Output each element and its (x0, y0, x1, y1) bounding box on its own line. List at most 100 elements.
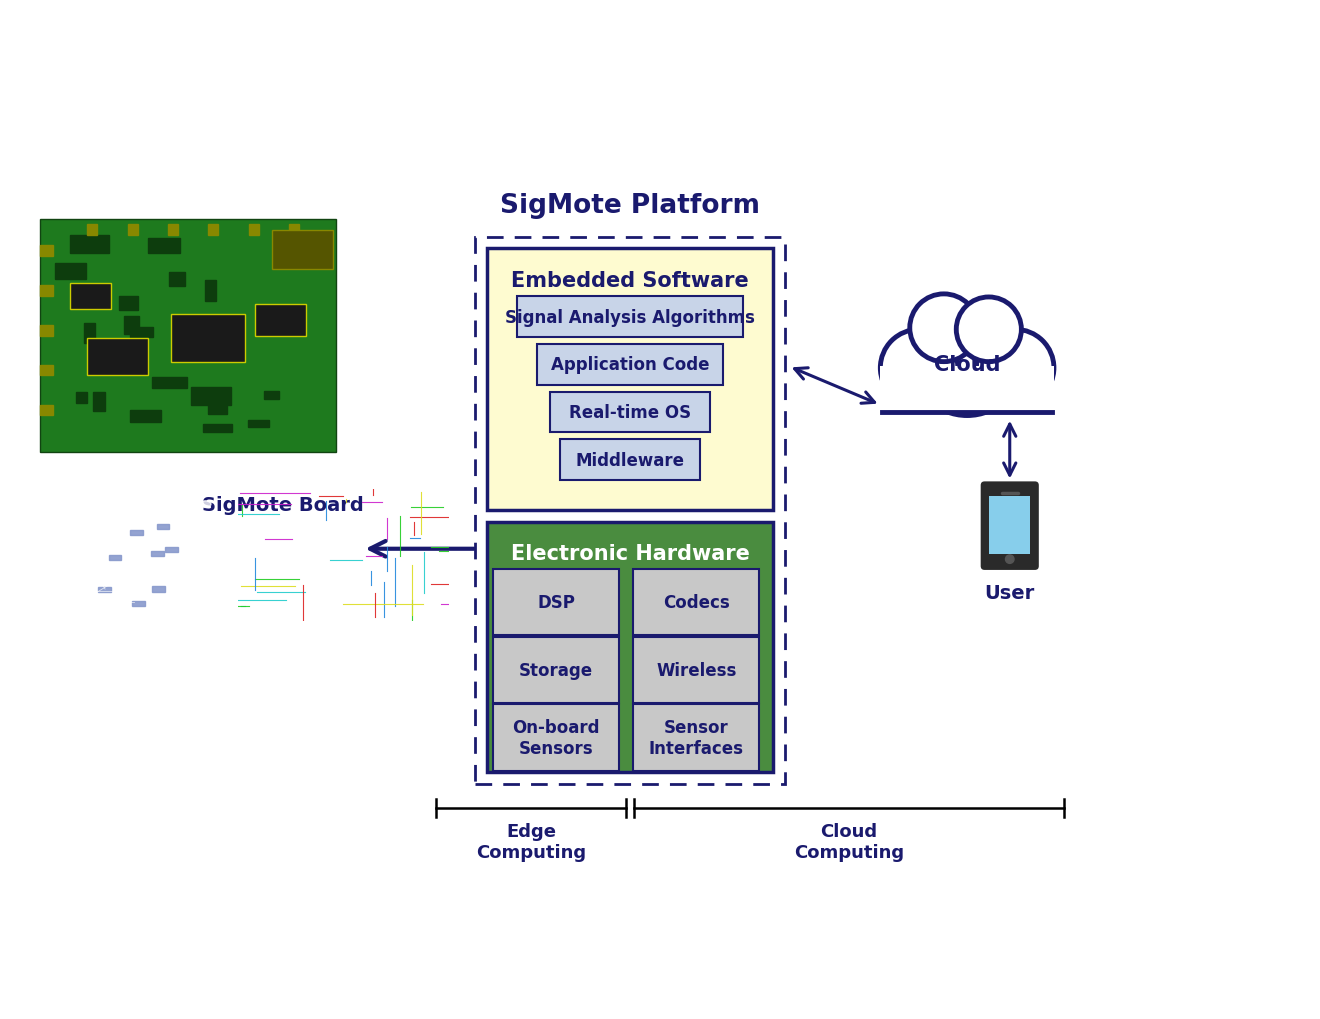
Text: Application Code: Application Code (550, 356, 709, 374)
Bar (40, 366, 54, 376)
Bar (191, 388, 231, 406)
Bar (209, 225, 218, 235)
Circle shape (132, 541, 143, 548)
Bar (172, 315, 246, 363)
Circle shape (880, 330, 958, 407)
Bar (124, 316, 139, 334)
Circle shape (82, 607, 92, 613)
FancyBboxPatch shape (492, 637, 619, 703)
Bar (108, 555, 121, 560)
Bar (165, 547, 177, 552)
Bar (169, 273, 185, 286)
Circle shape (911, 306, 1023, 416)
Bar (131, 531, 143, 536)
Bar (148, 238, 181, 254)
Text: Codecs: Codecs (663, 593, 730, 611)
FancyBboxPatch shape (492, 570, 619, 636)
Bar (70, 235, 110, 254)
Circle shape (977, 330, 1053, 407)
Bar (152, 377, 187, 388)
Bar (75, 393, 87, 404)
Text: Cloud
Computing: Cloud Computing (793, 822, 904, 861)
Circle shape (977, 330, 1053, 407)
Text: DSP: DSP (537, 593, 576, 611)
Text: Cloud: Cloud (933, 355, 1001, 375)
Circle shape (132, 507, 143, 514)
Bar (248, 421, 269, 428)
Bar (168, 225, 178, 235)
Circle shape (880, 330, 958, 407)
Text: Real-time OS: Real-time OS (569, 404, 692, 422)
Bar (40, 406, 54, 416)
Bar (40, 286, 54, 297)
Bar (289, 225, 300, 235)
Text: SigMote Board: SigMote Board (202, 495, 364, 515)
Bar (203, 425, 231, 433)
Text: Storage: Storage (519, 661, 593, 679)
Circle shape (30, 557, 41, 565)
Bar (87, 339, 148, 376)
FancyBboxPatch shape (487, 250, 774, 511)
Circle shape (911, 306, 1023, 416)
Text: Signal Analysis Algorithms: Signal Analysis Algorithms (506, 309, 755, 326)
FancyBboxPatch shape (634, 570, 759, 636)
Circle shape (53, 560, 63, 568)
Bar (40, 326, 54, 336)
Bar (131, 328, 153, 338)
Circle shape (121, 514, 132, 521)
Circle shape (135, 518, 145, 524)
Circle shape (956, 298, 1022, 363)
Bar (73, 237, 106, 247)
FancyBboxPatch shape (634, 637, 759, 703)
Bar (272, 230, 333, 270)
FancyBboxPatch shape (550, 392, 710, 433)
Text: Embedded Software: Embedded Software (511, 271, 748, 290)
Bar (131, 411, 161, 423)
Bar (152, 587, 165, 592)
FancyBboxPatch shape (880, 367, 1053, 413)
Circle shape (1006, 555, 1014, 564)
Bar (98, 588, 111, 593)
Bar (84, 324, 95, 343)
Bar (55, 263, 86, 280)
Circle shape (63, 559, 74, 567)
Circle shape (909, 294, 978, 363)
Bar (87, 225, 98, 235)
FancyBboxPatch shape (487, 523, 774, 772)
Circle shape (108, 592, 119, 598)
Bar (128, 225, 137, 235)
Text: Edge
Computing: Edge Computing (477, 822, 586, 861)
Bar (132, 601, 145, 606)
FancyBboxPatch shape (634, 704, 759, 770)
Bar (264, 392, 280, 400)
Circle shape (42, 517, 53, 523)
Bar (157, 525, 169, 530)
Text: SigMote Platform: SigMote Platform (500, 193, 760, 218)
Bar (150, 551, 164, 556)
Circle shape (201, 501, 211, 507)
Text: Wireless: Wireless (656, 661, 737, 679)
Bar (205, 281, 216, 302)
Bar (70, 283, 111, 310)
Circle shape (909, 294, 978, 363)
FancyBboxPatch shape (981, 482, 1039, 571)
Circle shape (28, 495, 38, 501)
Circle shape (133, 548, 144, 554)
Circle shape (956, 298, 1022, 363)
FancyBboxPatch shape (40, 220, 337, 452)
Bar (92, 392, 104, 412)
Bar (119, 297, 139, 311)
FancyBboxPatch shape (537, 344, 723, 385)
Text: Middleware: Middleware (576, 451, 685, 470)
Bar (290, 245, 319, 265)
Circle shape (157, 599, 168, 606)
Bar (209, 404, 227, 415)
Bar (40, 247, 54, 257)
FancyBboxPatch shape (560, 440, 700, 481)
FancyBboxPatch shape (517, 297, 743, 337)
Circle shape (136, 527, 147, 534)
Bar (256, 305, 306, 336)
Text: Electronic Hardware: Electronic Hardware (511, 544, 750, 564)
FancyBboxPatch shape (492, 704, 619, 770)
FancyBboxPatch shape (882, 369, 1052, 411)
